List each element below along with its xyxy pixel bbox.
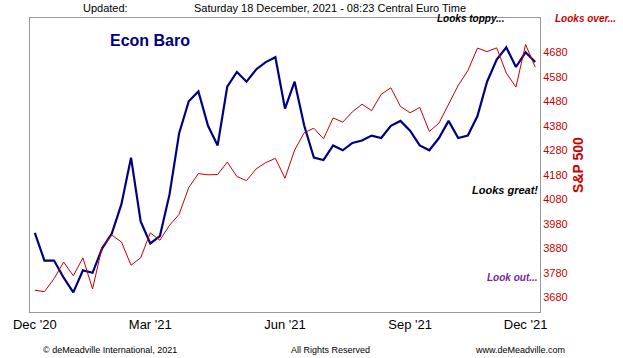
svg-text:4580: 4580 (543, 71, 567, 83)
svg-text:All Rights Reserved: All Rights Reserved (291, 345, 370, 355)
svg-text:Updated:: Updated: (83, 2, 128, 14)
svg-text:4680: 4680 (543, 46, 567, 58)
svg-text:© deMeadville International, 2: © deMeadville International, 2021 (43, 345, 177, 355)
svg-text:Econ Baro: Econ Baro (110, 32, 190, 49)
svg-text:Sep '21: Sep '21 (388, 317, 432, 332)
svg-text:Dec '20: Dec '20 (13, 317, 57, 332)
svg-text:3680: 3680 (543, 291, 567, 303)
svg-text:4080: 4080 (543, 193, 567, 205)
svg-text:3880: 3880 (543, 242, 567, 254)
svg-text:Dec '21: Dec '21 (504, 317, 548, 332)
svg-text:Jun '21: Jun '21 (264, 317, 306, 332)
svg-text:Looks great!: Looks great! (472, 184, 538, 196)
svg-text:Mar '21: Mar '21 (129, 317, 172, 332)
svg-text:Look out...: Look out... (487, 272, 538, 283)
svg-text:4180: 4180 (543, 169, 567, 181)
svg-text:4280: 4280 (543, 144, 567, 156)
svg-text:3980: 3980 (543, 218, 567, 230)
svg-text:3780: 3780 (543, 267, 567, 279)
svg-text:S&P 500: S&P 500 (570, 137, 586, 193)
svg-text:4380: 4380 (543, 120, 567, 132)
svg-text:Looks toppy...: Looks toppy... (437, 13, 504, 24)
svg-text:Saturday 18 December, 2021 - 0: Saturday 18 December, 2021 - 08:23 Centr… (194, 2, 466, 14)
svg-text:4480: 4480 (543, 95, 567, 107)
svg-text:Looks over...: Looks over... (555, 13, 616, 24)
svg-text:www.deMeadville.com: www.deMeadville.com (475, 345, 565, 355)
